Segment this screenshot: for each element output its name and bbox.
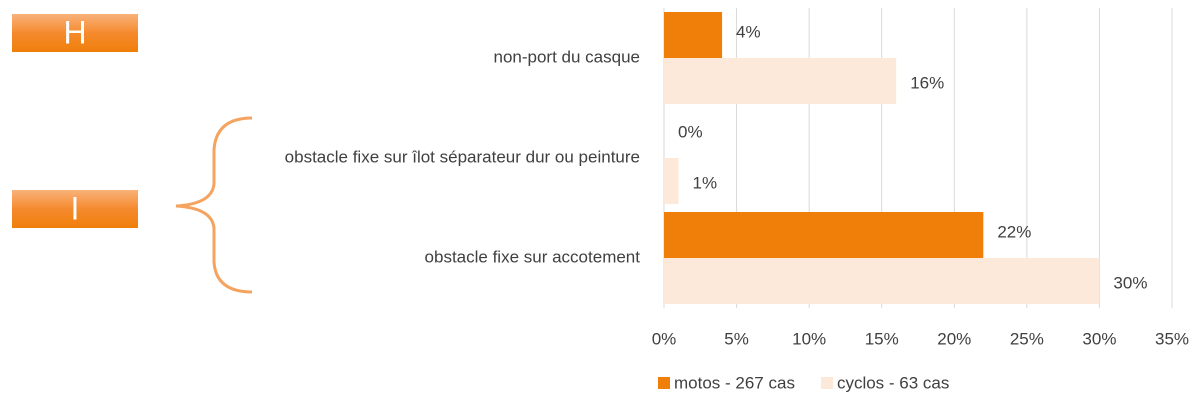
- x-tick-label: 25%: [1010, 329, 1044, 348]
- data-label: 30%: [1113, 273, 1147, 292]
- annotation: I: [71, 190, 80, 226]
- legend-swatch: [658, 377, 670, 389]
- bar: [664, 258, 1100, 304]
- bar: [664, 58, 897, 104]
- x-tick-label: 10%: [792, 329, 826, 348]
- data-label: 1%: [693, 173, 718, 192]
- bar: [664, 12, 723, 58]
- x-tick-label: 30%: [1082, 329, 1116, 348]
- y-tick-label: non-port du casque: [494, 47, 641, 66]
- annotation-box: [12, 190, 138, 228]
- x-tick-label: 5%: [724, 329, 749, 348]
- x-tick-label: 15%: [865, 329, 899, 348]
- bar: [664, 212, 984, 258]
- legend-swatch: [820, 377, 833, 389]
- bar: [664, 158, 679, 204]
- brace: [175, 116, 253, 294]
- legend-label: motos - 267 cas: [674, 373, 795, 392]
- annotation-box: [12, 14, 138, 52]
- legend-label: cyclos - 63 cas: [837, 373, 949, 392]
- x-tick-label: 0%: [652, 329, 677, 348]
- data-label: 4%: [736, 22, 761, 41]
- data-label: 0%: [678, 122, 703, 141]
- x-tick-label: 20%: [937, 329, 971, 348]
- y-tick-label: obstacle fixe sur accotement: [425, 247, 641, 266]
- x-tick-label: 35%: [1155, 329, 1189, 348]
- data-label: 22%: [997, 222, 1031, 241]
- data-label: 16%: [910, 73, 944, 92]
- annotation: H: [63, 14, 86, 50]
- y-tick-label: obstacle fixe sur îlot séparateur dur ou…: [285, 147, 640, 166]
